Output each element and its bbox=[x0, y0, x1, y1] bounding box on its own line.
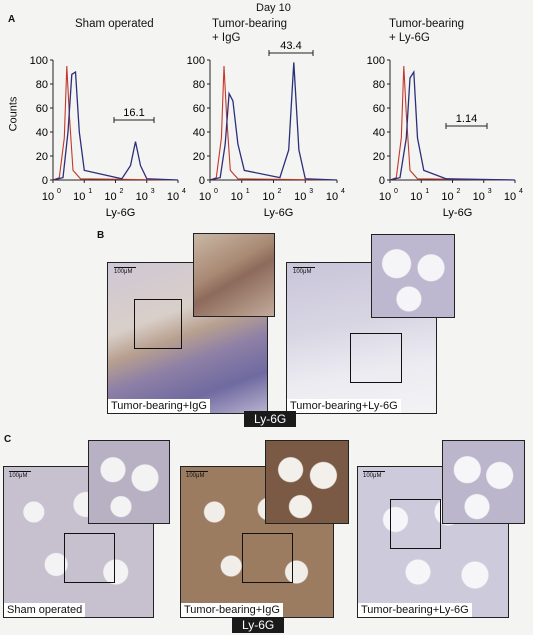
day-label: Day 10 bbox=[256, 2, 291, 14]
y-tick-label: 60 bbox=[193, 103, 205, 115]
y-tick-label: 80 bbox=[193, 79, 205, 91]
caption-c-ly6g: Tumor-bearing+Ly-6G bbox=[358, 603, 472, 617]
x-tick-exponent: 2 bbox=[120, 188, 124, 195]
x-tick-exponent: 3 bbox=[151, 188, 155, 195]
ly6g-histogram-1 bbox=[52, 70, 179, 181]
histogram-2-title: Tumor-bearing bbox=[212, 18, 287, 30]
x-axis-label-3: Ly-6G bbox=[443, 207, 473, 219]
zoom-box-c-ly6g bbox=[390, 499, 441, 549]
stain-label-c: Ly-6G bbox=[232, 617, 285, 633]
inset-b-igg bbox=[193, 233, 275, 317]
micrograph-c-ly6g: 100μM Tumor-bearing+Ly-6G bbox=[357, 466, 509, 618]
inset-c-igg bbox=[265, 440, 349, 524]
y-tick-label: 40 bbox=[36, 127, 48, 139]
inset-c-ly6g bbox=[442, 440, 525, 524]
x-tick-label: 10 bbox=[73, 191, 85, 203]
y-tick-label: 100 bbox=[187, 55, 205, 67]
y-tick-label: 0 bbox=[199, 175, 205, 187]
y-tick-label: 20 bbox=[36, 151, 48, 163]
x-tick-label: 10 bbox=[231, 191, 243, 203]
x-tick-label: 10 bbox=[294, 191, 306, 203]
y-tick-label: 0 bbox=[379, 175, 385, 187]
caption-b-ly6g: Tumor-bearing+Ly-6G bbox=[287, 399, 401, 413]
x-tick-label: 10 bbox=[167, 191, 179, 203]
x-tick-exponent: 2 bbox=[457, 188, 461, 195]
y-tick-label: 80 bbox=[373, 79, 385, 91]
histogram-3-subtitle: + Ly-6G bbox=[389, 32, 430, 44]
x-tick-exponent: 3 bbox=[488, 188, 492, 195]
x-tick-label: 10 bbox=[136, 191, 148, 203]
x-tick-label: 10 bbox=[104, 191, 116, 203]
x-tick-exponent: 0 bbox=[57, 188, 61, 195]
x-tick-exponent: 4 bbox=[182, 188, 186, 195]
x-tick-exponent: 4 bbox=[519, 188, 523, 195]
x-tick-exponent: 0 bbox=[394, 188, 398, 195]
x-tick-exponent: 4 bbox=[341, 188, 345, 195]
y-tick-label: 100 bbox=[30, 55, 48, 67]
panel-a-letter: A bbox=[8, 14, 16, 25]
y-tick-label: 80 bbox=[36, 79, 48, 91]
isotype-histogram-3 bbox=[389, 65, 516, 181]
scale-bar-b-igg: 100μM bbox=[114, 267, 137, 275]
histogram-1-title: Sham operated bbox=[75, 18, 154, 30]
x-tick-exponent: 1 bbox=[246, 188, 250, 195]
inset-b-ly6g bbox=[371, 234, 455, 318]
y-tick-label: 20 bbox=[193, 151, 205, 163]
stain-label-b: Ly-6G bbox=[244, 411, 297, 427]
histogram-3-title: Tumor-bearing bbox=[389, 18, 464, 30]
x-tick-label: 10 bbox=[199, 191, 211, 203]
x-tick-exponent: 2 bbox=[278, 188, 282, 195]
scale-bar-c-ly6g: 100μM bbox=[363, 471, 386, 479]
x-tick-label: 10 bbox=[441, 191, 453, 203]
y-tick-label: 40 bbox=[373, 127, 385, 139]
zoom-box-c-sham bbox=[64, 533, 115, 583]
x-tick-label: 10 bbox=[410, 191, 422, 203]
x-tick-exponent: 3 bbox=[309, 188, 313, 195]
scale-bar-c-sham: 100μM bbox=[9, 471, 32, 479]
ly6g-histogram-3 bbox=[389, 69, 516, 181]
zoom-box-b-ly6g bbox=[350, 333, 402, 383]
panel-b-letter: B bbox=[97, 230, 105, 241]
x-axis-label-2: Ly-6G bbox=[264, 207, 294, 219]
x-tick-label: 10 bbox=[326, 191, 338, 203]
gate-value-2: 43.4 bbox=[280, 40, 301, 52]
caption-c-igg: Tumor-bearing+IgG bbox=[181, 603, 283, 617]
scale-bar-c-igg: 100μM bbox=[186, 471, 209, 479]
x-tick-exponent: 0 bbox=[214, 188, 218, 195]
y-tick-label: 60 bbox=[373, 103, 385, 115]
ly6g-histogram-2 bbox=[209, 62, 338, 181]
inset-c-sham bbox=[88, 440, 170, 524]
scale-bar-b-ly6g: 100μM bbox=[293, 267, 316, 275]
y-tick-label: 60 bbox=[36, 103, 48, 115]
gate-value-1: 16.1 bbox=[123, 107, 144, 119]
y-tick-label: 40 bbox=[193, 127, 205, 139]
gate-value-3: 1.14 bbox=[456, 113, 477, 125]
x-tick-label: 10 bbox=[473, 191, 485, 203]
x-tick-label: 10 bbox=[262, 191, 274, 203]
y-tick-label: 0 bbox=[42, 175, 48, 187]
x-tick-label: 10 bbox=[379, 191, 391, 203]
panel-c-letter: C bbox=[4, 434, 12, 445]
x-tick-label: 10 bbox=[504, 191, 516, 203]
caption-b-igg: Tumor-bearing+IgG bbox=[108, 399, 210, 413]
caption-c-sham: Sham operated bbox=[4, 603, 86, 617]
isotype-histogram-2 bbox=[209, 65, 338, 181]
y-tick-label: 20 bbox=[373, 151, 385, 163]
x-tick-label: 10 bbox=[42, 191, 54, 203]
x-tick-exponent: 1 bbox=[425, 188, 429, 195]
zoom-box-c-igg bbox=[242, 533, 293, 583]
zoom-box-b-igg bbox=[134, 299, 182, 349]
histogram-2-subtitle: + IgG bbox=[212, 32, 241, 44]
x-tick-exponent: 1 bbox=[88, 188, 92, 195]
x-axis-label-1: Ly-6G bbox=[106, 207, 136, 219]
isotype-histogram-1 bbox=[52, 65, 179, 181]
y-tick-label: 100 bbox=[367, 55, 385, 67]
